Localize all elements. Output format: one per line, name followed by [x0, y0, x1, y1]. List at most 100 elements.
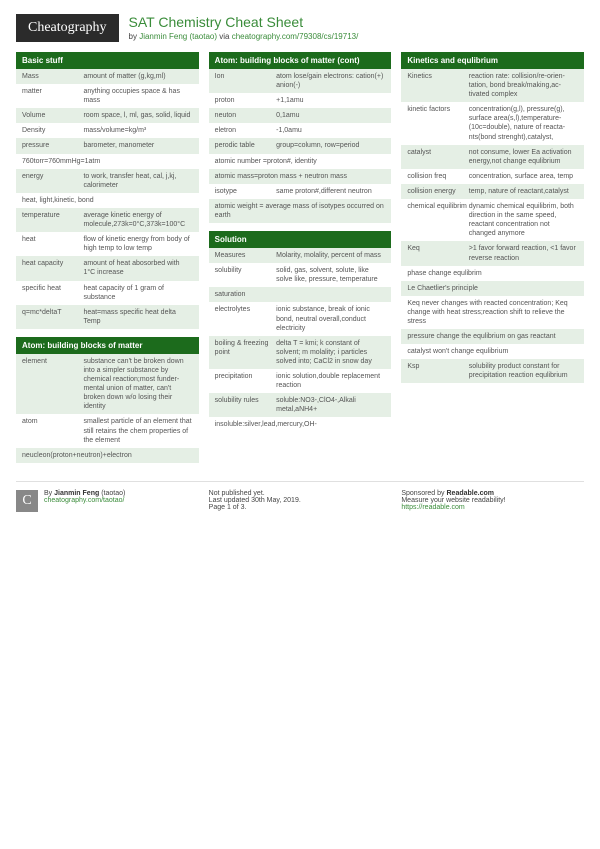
title-block: SAT Chemistry Cheat Sheet by Jianmin Fen… — [129, 14, 584, 41]
via-label: via — [217, 32, 232, 41]
row-term: heat — [22, 235, 83, 253]
footer-status: Not published yet. — [209, 490, 392, 497]
table-row: proton+1,1amu — [209, 93, 392, 108]
table-row: pressurebarometer, manometer — [16, 138, 199, 153]
page-header: Cheatography SAT Chemistry Cheat Sheet b… — [16, 14, 584, 42]
table-row: phase change equlibrim — [401, 266, 584, 281]
row-definition: heat capacity of 1 gram of substance — [83, 284, 192, 302]
row-term: solubility rules — [215, 396, 276, 414]
sponsor-link[interactable]: https://readable.com — [401, 504, 464, 511]
row-definition: atom lose/gain electrons: cation(+) anio… — [276, 72, 385, 90]
row-definition: ionic substance, break of ionic bond, ne… — [276, 305, 385, 332]
table-row: atomic mass=proton mass + neutron mass — [209, 169, 392, 184]
author-link[interactable]: Jianmin Feng (taotao) — [139, 32, 217, 41]
row-definition: solubility product constant for precipit… — [469, 362, 578, 380]
table-row: solubilitysolid, gas, solvent, solute, l… — [209, 263, 392, 287]
table-row: q=mc*d­eltaTheat=mass specific heat delt… — [16, 305, 199, 329]
table-row: chemical equili­brimdynamic chemical equ… — [401, 199, 584, 241]
row-definition: reaction rate: collision/re-orien­tation… — [469, 72, 578, 99]
sponsor-tagline: Measure your website readability! — [401, 497, 584, 504]
row-term: proton — [215, 96, 276, 105]
row-term: catalyst — [407, 148, 468, 166]
table-row: eletron-1,0amu — [209, 123, 392, 138]
section-header: Kinetics and equlibrium — [401, 52, 584, 69]
row-term: chemical equili­brim — [407, 202, 468, 238]
row-term: Keq — [407, 244, 468, 262]
table-row: atomic weight = average mass of isotypes… — [209, 199, 392, 223]
table-row: solubility rulessoluble:NO3-,ClO4-,Alkal… — [209, 393, 392, 417]
table-row: isotypesame proton#,different neutron — [209, 184, 392, 199]
row-term: collision energy — [407, 187, 468, 196]
source-link[interactable]: cheatography.com/79308/cs/19713/ — [232, 32, 359, 41]
table-row: saturation — [209, 287, 392, 302]
row-definition: mass/volume=kg/m³ — [83, 126, 192, 135]
row-definition: Keq never changes with reacted concentra… — [407, 299, 578, 326]
table-row: Keq>1 favor forward reaction, <1 favor r… — [401, 241, 584, 265]
row-term: energy — [22, 172, 83, 190]
row-term: precip­itation — [215, 372, 276, 390]
table-row: Massamount of matter (g,kg,ml) — [16, 69, 199, 84]
table-row: temper­atureaverage kinetic energy of mo… — [16, 208, 199, 232]
row-term: Mass — [22, 72, 83, 81]
row-definition: 760torr=760mmHg=1atm — [22, 157, 193, 166]
table-row: Ionatom lose/gain electrons: cation(+) a… — [209, 69, 392, 93]
row-definition: dynamic chemical equilibrim, both direct… — [469, 202, 578, 238]
row-definition: delta T = kmi; k constant of solvent; m … — [276, 339, 385, 366]
row-definition: smallest particle of an element that sti… — [83, 417, 192, 444]
section-header: Basic stuff — [16, 52, 199, 69]
row-term: pressure — [22, 141, 83, 150]
row-definition: -1,0amu — [276, 126, 385, 135]
row-definition: amount of heat abosorbed with 1°C increa… — [83, 259, 192, 277]
row-term: Ion — [215, 72, 276, 90]
section-header: Atom: building blocks of matter (cont) — [209, 52, 392, 69]
row-term: Kinetics — [407, 72, 468, 99]
row-term: eletron — [215, 126, 276, 135]
row-term: perodic table — [215, 141, 276, 150]
row-term: Density — [22, 126, 83, 135]
table-row: boiling & freezing pointdelta T = kmi; k… — [209, 336, 392, 369]
footer-author-link[interactable]: cheatography.com/taotao/ — [44, 497, 124, 504]
row-term: kinetic factors — [407, 105, 468, 141]
row-definition: concentration, surface area, temp — [469, 172, 578, 181]
row-definition: to work, transfer heat, cal, j,kj, calor… — [83, 172, 192, 190]
table-row: collision freqconcentration, surface are… — [401, 169, 584, 184]
row-term: electr­olytes — [215, 305, 276, 332]
table-row: Keq never changes with reacted concentra… — [401, 296, 584, 329]
table-row: 760torr=760mmHg=1atm — [16, 154, 199, 169]
table-row: specific heatheat capacity of 1 gram of … — [16, 281, 199, 305]
row-definition: solid, gas, solvent, solute, like solve … — [276, 266, 385, 284]
table-row: atomsmallest particle of an element that… — [16, 414, 199, 447]
row-term: collision freq — [407, 172, 468, 181]
table-row: neucleon(proton+neutron)+el­ectron — [16, 448, 199, 463]
section: Kinetics and equlibrium Kineticsreaction … — [401, 52, 584, 383]
table-row: MeasuresMolarity, molality, percent of m… — [209, 248, 392, 263]
table-row: elementsubstance can't be broken down in… — [16, 354, 199, 415]
row-definition: atomic weight = average mass of isotypes… — [215, 202, 386, 220]
row-definition: group=column, row=period — [276, 141, 385, 150]
row-definition: atomic number =proton#, identity — [215, 157, 386, 166]
footer-sponsor: Sponsored by Readable.com Measure your w… — [401, 490, 584, 512]
table-row: catalystnot consume, lower Ea activation… — [401, 145, 584, 169]
section-header: Solution — [209, 231, 392, 248]
page-title: SAT Chemistry Cheat Sheet — [129, 14, 584, 30]
row-term: atom — [22, 417, 83, 444]
row-term: Measures — [215, 251, 276, 260]
content-columns: Basic stuffMassamount of matter (g,kg,ml… — [16, 52, 584, 471]
row-definition: phase change equlibrim — [407, 269, 578, 278]
section-header: Atom: building blocks of matter — [16, 337, 199, 354]
footer-meta: Not published yet. Last updated 30th May… — [209, 490, 392, 512]
table-row: heatflow of kinetic energy from body of … — [16, 232, 199, 256]
table-row: heat, light,kinetic, bond — [16, 193, 199, 208]
footer-updated: Last updated 30th May, 2019. — [209, 497, 392, 504]
row-term: heat capacity — [22, 259, 83, 277]
by-label: by — [129, 32, 140, 41]
row-definition: same proton#,different neutron — [276, 187, 385, 196]
column: Basic stuffMassamount of matter (g,kg,ml… — [16, 52, 199, 471]
row-definition: pressure change the equlibrium on gas re… — [407, 332, 578, 341]
table-row: Volumeroom space, l, ml, gas, solid, liq… — [16, 108, 199, 123]
row-definition: room space, l, ml, gas, solid, liquid — [83, 111, 192, 120]
row-definition: heat=mass specific heat delta Temp — [83, 308, 192, 326]
row-definition: Molarity, molality, percent of mass — [276, 251, 385, 260]
row-term: element — [22, 357, 83, 412]
row-definition: not consume, lower Ea activation energy,… — [469, 148, 578, 166]
